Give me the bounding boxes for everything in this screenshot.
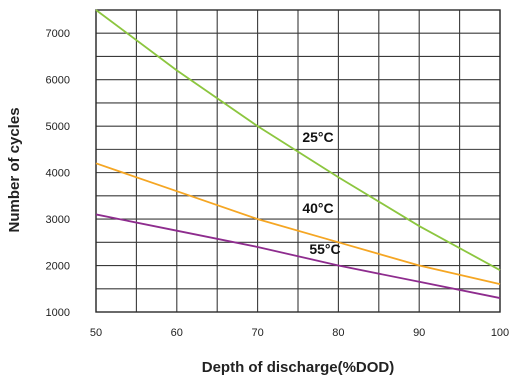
y-tick-label: 4000	[46, 168, 70, 180]
y-tick-label: 2000	[46, 261, 70, 273]
x-tick-label: 90	[413, 327, 425, 339]
y-axis-title: Number of cycles	[6, 107, 23, 232]
x-tick-label: 50	[90, 327, 102, 339]
series-label: 40°C	[302, 200, 333, 216]
y-tick-label: 3000	[46, 214, 70, 226]
plot-frame	[95, 9, 501, 313]
x-tick-label: 70	[251, 327, 263, 339]
series-line	[95, 213, 501, 299]
grid	[95, 9, 501, 313]
x-tick-label: 100	[491, 327, 509, 339]
series-line	[95, 9, 501, 271]
series-labels: 25°C 40°C 55°C	[302, 129, 340, 257]
y-tick-label: 6000	[46, 75, 70, 87]
tick-labels: 1000 2000 3000 4000 5000 6000 7000 50 60 70 80 90 10…	[46, 28, 510, 339]
y-tick-label: 7000	[46, 28, 70, 40]
x-tick-label: 80	[332, 327, 344, 339]
x-tick-label: 60	[171, 327, 183, 339]
x-axis-title: Depth of discharge(%DOD)	[202, 359, 395, 376]
series-label: 55°C	[309, 241, 340, 257]
series-lines	[95, 9, 501, 299]
y-tick-label: 1000	[46, 307, 70, 319]
y-tick-label: 5000	[46, 121, 70, 133]
series-label: 25°C	[302, 129, 333, 145]
series-line	[95, 162, 501, 286]
